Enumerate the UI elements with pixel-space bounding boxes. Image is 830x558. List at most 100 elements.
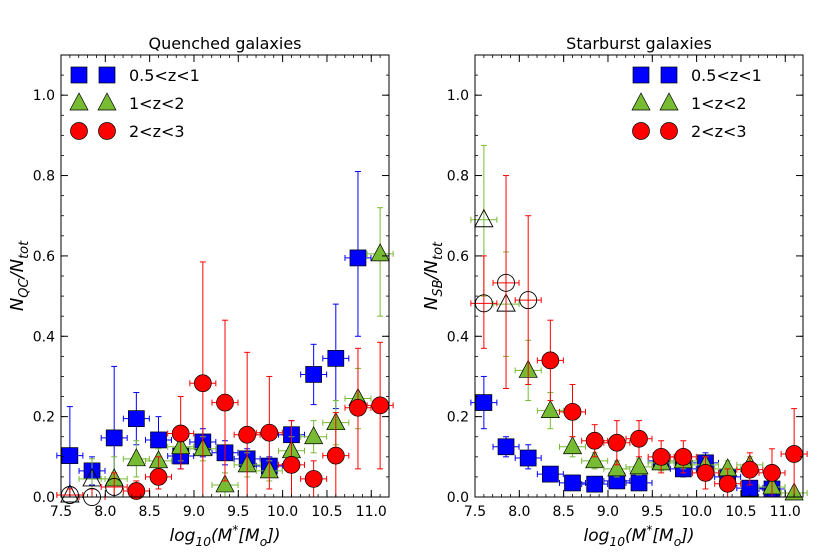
x-tick-label: 8.0 xyxy=(508,504,530,520)
legend-label: 0.5<z<1 xyxy=(129,66,200,85)
y-tick-label: 0.4 xyxy=(447,329,469,345)
data-point xyxy=(559,436,587,458)
data-point xyxy=(691,456,719,490)
series-circle xyxy=(470,175,808,498)
y-tick-label: 0.2 xyxy=(447,410,469,426)
legend: 0.5<z<1 1<z<2 2<z<3 xyxy=(69,66,200,141)
panel-title: Quenched galaxies xyxy=(148,34,301,53)
x-axis-label: log10(M*[Mo]) xyxy=(169,523,280,549)
circle-marker xyxy=(70,122,88,140)
triangle-marker xyxy=(126,448,146,467)
data-point xyxy=(559,474,587,492)
circle-marker xyxy=(740,460,759,479)
circle-marker xyxy=(630,429,648,448)
data-point xyxy=(145,456,173,490)
series-square xyxy=(470,375,786,498)
square-marker xyxy=(497,438,515,456)
y-tick-label: 0.0 xyxy=(33,490,55,506)
x-tick-label: 9.0 xyxy=(597,504,619,520)
circle-marker xyxy=(763,464,781,482)
triangle-marker xyxy=(370,243,390,262)
x-tick-label: 8.5 xyxy=(139,504,161,520)
square-marker xyxy=(542,465,559,483)
legend-label: 0.5<z<1 xyxy=(691,66,762,85)
y-tick-label: 0.8 xyxy=(447,169,469,185)
data-point xyxy=(780,408,808,498)
triangle-marker xyxy=(97,92,117,111)
data-point xyxy=(167,396,195,470)
legend-label: 1<z<2 xyxy=(691,94,747,113)
square-marker xyxy=(70,66,88,84)
triangle-marker xyxy=(474,208,494,228)
legend-item: 2<z<3 xyxy=(632,122,747,141)
circle-marker xyxy=(304,470,323,488)
circle-marker xyxy=(607,433,626,452)
x-tick-label: 11.0 xyxy=(770,504,801,520)
x-tick-label: 7.5 xyxy=(464,504,486,520)
x-tick-label: 8.0 xyxy=(94,504,116,520)
y-tick-label: 0.6 xyxy=(447,249,469,265)
circle-marker xyxy=(541,351,560,370)
y-tick-label: 1.0 xyxy=(447,88,469,104)
data-point xyxy=(233,351,261,498)
triangle-marker xyxy=(82,467,102,487)
legend-item: 0.5<z<1 xyxy=(632,66,762,85)
square-marker xyxy=(475,394,493,411)
square-marker xyxy=(128,410,145,427)
data-point xyxy=(322,303,350,410)
circle-marker xyxy=(260,423,279,442)
data-point xyxy=(122,392,150,446)
circle-marker xyxy=(785,445,803,463)
circle-marker xyxy=(718,474,737,493)
data-point xyxy=(492,436,520,458)
x-axis-label: log10(M*[Mo]) xyxy=(583,523,694,549)
data-point xyxy=(366,207,394,317)
x-tick-label: 10.5 xyxy=(311,504,342,520)
circle-marker xyxy=(660,122,678,140)
y-tick-label: 1.0 xyxy=(33,88,55,104)
panel-starburst: Starburst galaxies 7.5 8.0 8.5 9.0 9.5 10.0 10… xyxy=(421,34,808,549)
legend-item: 1<z<2 xyxy=(631,92,747,113)
data-point xyxy=(300,460,328,498)
series-triangle xyxy=(470,144,808,501)
square-marker xyxy=(305,366,322,383)
data-point xyxy=(736,452,764,486)
legend-item: 0.5<z<1 xyxy=(70,66,200,85)
data-point xyxy=(669,440,697,474)
square-marker xyxy=(586,475,604,493)
data-point xyxy=(514,215,542,385)
x-tick-label: 10.0 xyxy=(267,504,298,520)
square-marker xyxy=(105,429,123,447)
data-point xyxy=(536,465,564,483)
x-tick-label: 10.0 xyxy=(681,504,712,520)
square-marker xyxy=(61,447,79,464)
square-marker xyxy=(519,449,537,467)
triangle-marker xyxy=(60,484,80,503)
y-tick-label: 0.4 xyxy=(33,329,55,345)
circle-marker xyxy=(563,402,582,421)
circle-marker xyxy=(696,464,715,482)
square-marker xyxy=(632,66,650,84)
y-tick-label: 0.6 xyxy=(33,249,55,265)
data-point xyxy=(714,468,742,498)
legend-label: 2<z<3 xyxy=(129,122,185,141)
triangle-marker xyxy=(659,92,679,111)
data-point xyxy=(581,424,609,458)
circle-marker xyxy=(238,425,257,444)
x-tick-label: 9.0 xyxy=(183,504,205,520)
square-marker xyxy=(660,66,678,84)
data-point xyxy=(625,420,653,458)
data-point xyxy=(470,375,498,430)
x-tick-label: 10.5 xyxy=(725,504,756,520)
square-marker xyxy=(630,474,648,492)
legend: 0.5<z<1 1<z<2 2<z<3 xyxy=(631,66,762,141)
data-point xyxy=(344,171,372,337)
x-tick-label: 8.5 xyxy=(553,504,575,520)
series-circle xyxy=(56,261,394,506)
data-point xyxy=(581,475,609,493)
x-tick-label: 11.0 xyxy=(356,504,387,520)
triangle-marker xyxy=(215,474,235,493)
square-marker xyxy=(564,474,581,492)
panel-title: Starburst galaxies xyxy=(566,34,712,53)
legend-item: 1<z<2 xyxy=(69,92,185,113)
